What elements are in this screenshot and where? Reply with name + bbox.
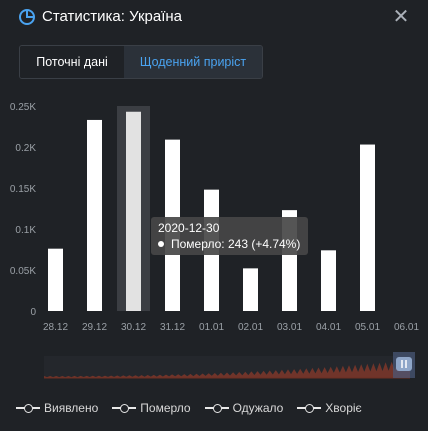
pie-chart-icon (19, 9, 35, 25)
daily-deaths-chart: 0 0.05K 0.1K 0.15K 0.2K 0.25K 28.12 29.12 30.12 3… (10, 102, 419, 379)
x-tick-label: 31.12 (160, 322, 185, 333)
navigator-series-area (44, 360, 410, 378)
y-tick-label: 0 (30, 307, 36, 318)
tooltip-value: Померло: 243 (+4.74%) (171, 237, 301, 251)
bar (360, 144, 375, 311)
y-tick-label: 0.2K (15, 143, 36, 154)
bar (126, 111, 141, 312)
x-tick-label: 04.01 (316, 322, 341, 333)
tooltip-date: 2020-12-30 (158, 221, 220, 235)
x-tick-label: 30.12 (121, 322, 146, 333)
tab-daily-growth[interactable]: Щоденний приріст (124, 46, 262, 78)
x-tick-label: 01.01 (199, 322, 224, 333)
legend-line-marker-icon (112, 402, 137, 414)
tab-bar: Поточні дані Щоденний приріст (19, 45, 263, 79)
tab-current-data[interactable]: Поточні дані (20, 46, 124, 78)
y-tick-label: 0.25K (10, 102, 36, 113)
y-tick-label: 0.1K (15, 225, 36, 236)
legend-line-marker-icon (204, 402, 229, 414)
x-tick-label: 29.12 (82, 322, 107, 333)
legend-item-detected[interactable]: Виявлено (16, 400, 98, 416)
bar (321, 250, 336, 311)
x-tick-label: 06.01 (394, 322, 419, 333)
window-header: Статистика: Україна ✕ (0, 0, 428, 36)
x-tick-label: 02.01 (238, 322, 263, 333)
y-tick-label: 0.15K (10, 184, 36, 195)
legend-line-marker-icon (297, 402, 322, 414)
legend-label: Хворіє (325, 401, 362, 415)
legend-item-active[interactable]: Хворіє (297, 400, 362, 416)
chart-legend: Виявлено Померло Одужало Хворіє (16, 400, 362, 416)
bar (48, 248, 63, 311)
chart-tooltip: 2020-12-30 Померло: 243 (+4.74%) (151, 217, 308, 255)
close-icon[interactable]: ✕ (392, 6, 410, 28)
tooltip-series-dot (158, 241, 164, 247)
legend-item-recovered[interactable]: Одужало (204, 400, 284, 416)
navigator-handle[interactable] (396, 357, 412, 371)
legend-label: Одужало (232, 401, 284, 415)
legend-label: Померло (140, 401, 191, 415)
x-tick-label: 28.12 (43, 322, 68, 333)
x-tick-label: 03.01 (277, 322, 302, 333)
legend-line-marker-icon (16, 402, 40, 414)
x-tick-label: 05.01 (355, 322, 380, 333)
legend-item-deaths[interactable]: Померло (112, 400, 191, 416)
legend-label: Виявлено (44, 401, 99, 415)
bar (87, 119, 102, 311)
y-tick-label: 0.05K (10, 266, 36, 277)
bar (243, 268, 258, 311)
window-title: Статистика: Україна (42, 8, 183, 25)
